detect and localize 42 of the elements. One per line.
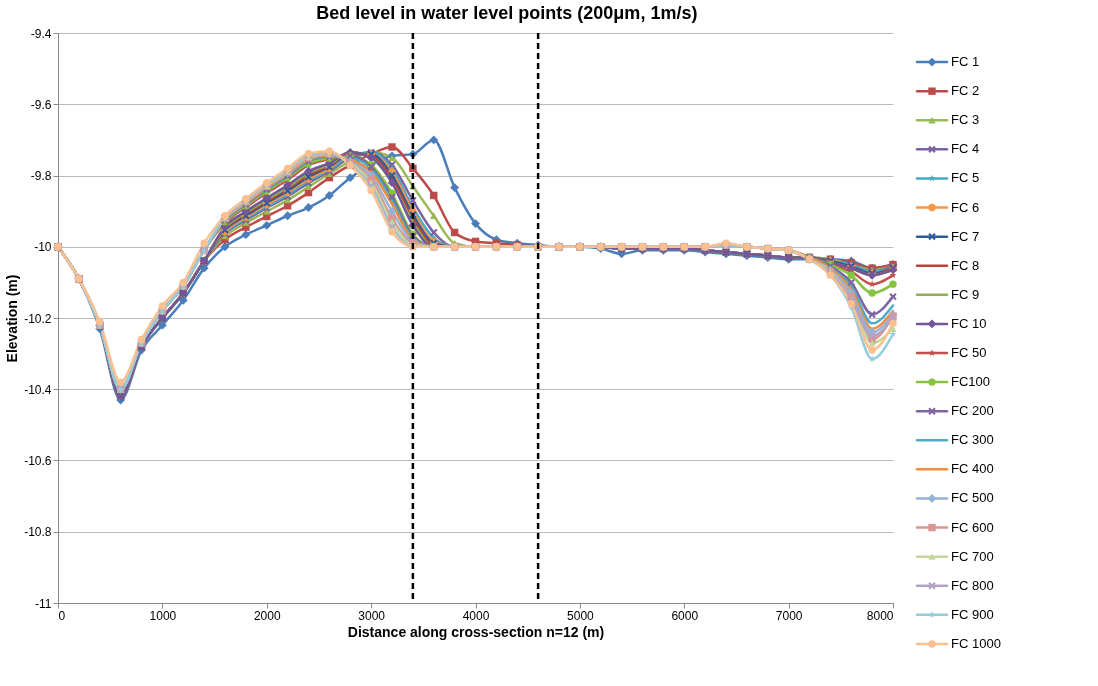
y-tick-label: -10.6: [24, 454, 52, 468]
y-tick-label: -10.2: [24, 311, 52, 326]
legend-label: FC 900: [951, 606, 994, 622]
x-tick-label: 3000: [358, 608, 386, 623]
legend-label: FC 500: [951, 490, 994, 506]
x-axis-title: Distance along cross-section n=12 (m): [347, 623, 605, 640]
legend-label: FC 7: [951, 228, 980, 244]
x-tick-label: 0: [58, 608, 66, 623]
y-tick-label: -11: [35, 596, 52, 611]
y-axis-title: Elevation (m): [4, 274, 21, 363]
legend-label: FC 1: [951, 54, 980, 70]
legend-label: FC 8: [951, 257, 980, 273]
x-tick-label: 8000: [866, 608, 894, 623]
y-tick-label: -10.4: [24, 382, 52, 397]
legend-label: FC 600: [951, 519, 994, 535]
x-tick-label: 7000: [775, 608, 803, 623]
legend-label: FC 1000: [951, 635, 1001, 651]
y-tick-label: -9.8: [30, 169, 52, 183]
x-tick-label: 4000: [462, 608, 490, 623]
y-tick-label: -9.4: [30, 26, 52, 41]
legend-label: FC 800: [951, 577, 994, 593]
legend-label: FC 50: [951, 345, 987, 360]
legend-label: FC 9: [951, 286, 980, 302]
y-tick-label: -9.6: [30, 97, 52, 112]
y-tick-label: -10: [34, 240, 52, 255]
legend-label: FC 2: [951, 83, 980, 99]
legend-label: FC 4: [951, 141, 980, 157]
legend-label: FC 10: [951, 315, 987, 331]
legend-label: FC 6: [951, 199, 980, 215]
legend-label: FC 5: [951, 170, 980, 186]
y-tick-label: -10.8: [24, 525, 52, 540]
x-tick-label: 5000: [567, 608, 595, 623]
legend-label: FC 700: [951, 548, 994, 564]
chart-title: Bed level in water level points (200μm, 1m/s): [316, 3, 698, 23]
legend-label: FC100: [951, 374, 991, 390]
legend-label: FC 200: [951, 403, 994, 419]
x-tick-label: 1000: [149, 608, 177, 623]
x-tick-label: 2000: [253, 608, 281, 623]
x-tick-label: 6000: [671, 608, 699, 623]
legend-label: FC 300: [951, 432, 994, 448]
legend-label: FC 400: [951, 461, 994, 477]
legend-label: FC 3: [951, 112, 980, 128]
